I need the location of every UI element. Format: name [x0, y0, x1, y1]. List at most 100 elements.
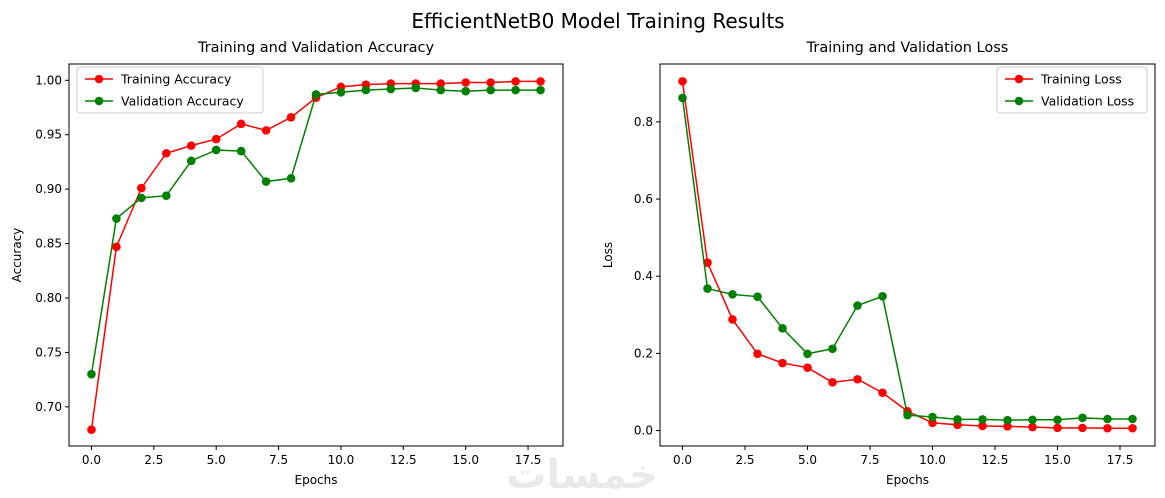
loss-data-point-training [1053, 423, 1062, 433]
loss-x-tick-label: 12.5 [982, 453, 1009, 467]
accuracy-data-point-validation [486, 85, 495, 95]
loss-y-tick-label: 0.2 [634, 346, 653, 360]
accuracy-legend: Training Accuracy Validation Accuracy [76, 66, 264, 114]
loss-legend-label-training: Training Loss [1040, 72, 1122, 87]
accuracy-x-tick-label: 10.0 [328, 453, 355, 467]
accuracy-data-point-validation [87, 369, 96, 379]
loss-data-point-validation [778, 324, 787, 333]
loss-data-point-training [728, 315, 737, 324]
accuracy-data-point-validation [137, 193, 146, 203]
accuracy-data-point-validation [112, 214, 121, 223]
accuracy-data-point-validation [461, 86, 470, 96]
accuracy-y-tick-label: 0.80 [35, 291, 62, 305]
loss-legend-box [996, 66, 1148, 114]
loss-x-axis-label: Epochs [886, 473, 929, 487]
loss-data-point-validation [828, 344, 837, 354]
loss-x-tick-label: 17.5 [1107, 453, 1134, 467]
loss-data-point-training [1128, 423, 1137, 433]
accuracy-x-tick-label: 5.0 [207, 453, 226, 467]
loss-data-point-validation [1078, 413, 1087, 423]
loss-plot-frame [659, 63, 1156, 447]
accuracy-data-point-training [137, 183, 146, 193]
loss-data-point-validation [803, 349, 812, 359]
accuracy-series-line-training [90, 80, 541, 430]
loss-y-axis-label: Loss [601, 242, 615, 268]
loss-data-point-validation [1128, 414, 1137, 424]
loss-data-point-training [853, 374, 862, 384]
loss-data-point-validation [1053, 415, 1062, 425]
accuracy-data-point-validation [211, 145, 221, 155]
accuracy-data-point-training [112, 242, 121, 252]
accuracy-data-point-training [286, 113, 296, 122]
loss-x-tick-label: 7.5 [860, 453, 879, 467]
accuracy-legend-box [76, 66, 264, 114]
loss-x-tick-label: 15.0 [1044, 453, 1071, 467]
accuracy-data-point-validation [361, 85, 371, 95]
loss-legend: Training Loss Validation Loss [996, 66, 1148, 114]
accuracy-data-point-validation [162, 191, 171, 200]
accuracy-y-tick-label: 0.75 [35, 345, 62, 359]
accuracy-data-point-validation [186, 156, 196, 166]
loss-chart-title: Training and Validation Loss [806, 40, 1009, 56]
accuracy-data-point-validation [511, 85, 520, 95]
loss-y-tick-label: 0.8 [634, 115, 653, 129]
accuracy-series-line-validation [90, 87, 541, 375]
loss-y-tick-label: 0.6 [634, 192, 653, 206]
loss-data-point-validation [928, 412, 937, 422]
accuracy-data-point-training [536, 77, 545, 86]
accuracy-x-tick-label: 15.0 [452, 453, 479, 467]
loss-data-point-validation [1003, 415, 1012, 425]
loss-data-point-validation [953, 415, 962, 424]
loss-chart: Training and Validation Loss Epochs Loss 0.… [601, 40, 1156, 487]
accuracy-data-point-training [461, 78, 470, 87]
accuracy-legend-marker-validation [94, 96, 104, 106]
accuracy-data-point-training [261, 126, 271, 135]
accuracy-y-tick-label: 0.90 [35, 182, 62, 196]
accuracy-chart: Training and Validation Accuracy Epochs Ac… [10, 40, 564, 487]
loss-data-point-training [1028, 422, 1037, 432]
loss-x-tick-label: 2.5 [735, 453, 754, 467]
accuracy-y-axis-label: Accuracy [10, 228, 24, 283]
accuracy-data-point-training [186, 141, 196, 150]
loss-data-point-training [753, 349, 762, 359]
loss-data-point-validation [1103, 414, 1112, 424]
accuracy-data-point-training [236, 119, 246, 129]
loss-data-point-validation [728, 290, 737, 299]
accuracy-x-tick-label: 7.5 [269, 453, 288, 467]
accuracy-data-point-training [211, 134, 221, 144]
accuracy-data-point-validation [386, 84, 396, 94]
accuracy-x-tick-label: 2.5 [144, 453, 163, 467]
accuracy-y-tick-label: 0.70 [35, 400, 62, 414]
accuracy-plot-frame [68, 63, 564, 447]
accuracy-data-point-validation [311, 90, 321, 99]
loss-x-tick-label: 10.0 [919, 453, 946, 467]
accuracy-legend-label-training: Training Accuracy [120, 72, 232, 87]
accuracy-data-point-validation [236, 146, 246, 156]
loss-data-point-training [978, 421, 987, 431]
loss-data-point-training [803, 363, 812, 372]
loss-legend-marker-training [1014, 74, 1024, 84]
accuracy-data-point-training [511, 77, 520, 86]
loss-data-point-validation [753, 292, 762, 301]
accuracy-data-point-training [486, 78, 495, 87]
accuracy-y-tick-label: 0.95 [35, 128, 62, 142]
loss-data-point-validation [1028, 415, 1037, 425]
accuracy-data-point-validation [286, 173, 296, 183]
loss-data-point-training [1003, 422, 1012, 431]
loss-data-point-training [878, 388, 887, 398]
accuracy-data-point-validation [411, 83, 421, 93]
accuracy-data-point-training [87, 425, 96, 434]
loss-data-point-training [1103, 423, 1112, 433]
loss-y-tick-label: 0.4 [634, 269, 653, 283]
loss-data-point-validation [678, 93, 687, 103]
accuracy-legend-label-validation: Validation Accuracy [121, 94, 244, 109]
accuracy-x-tick-label: 0.0 [82, 453, 101, 467]
loss-x-tick-label: 5.0 [798, 453, 817, 467]
accuracy-data-point-validation [336, 87, 346, 97]
loss-series-line-training [681, 81, 1133, 429]
loss-legend-label-validation: Validation Loss [1041, 94, 1134, 109]
accuracy-x-tick-label: 12.5 [390, 453, 417, 467]
loss-data-point-training [703, 258, 712, 268]
loss-y-tick-label: 0.0 [634, 424, 653, 438]
